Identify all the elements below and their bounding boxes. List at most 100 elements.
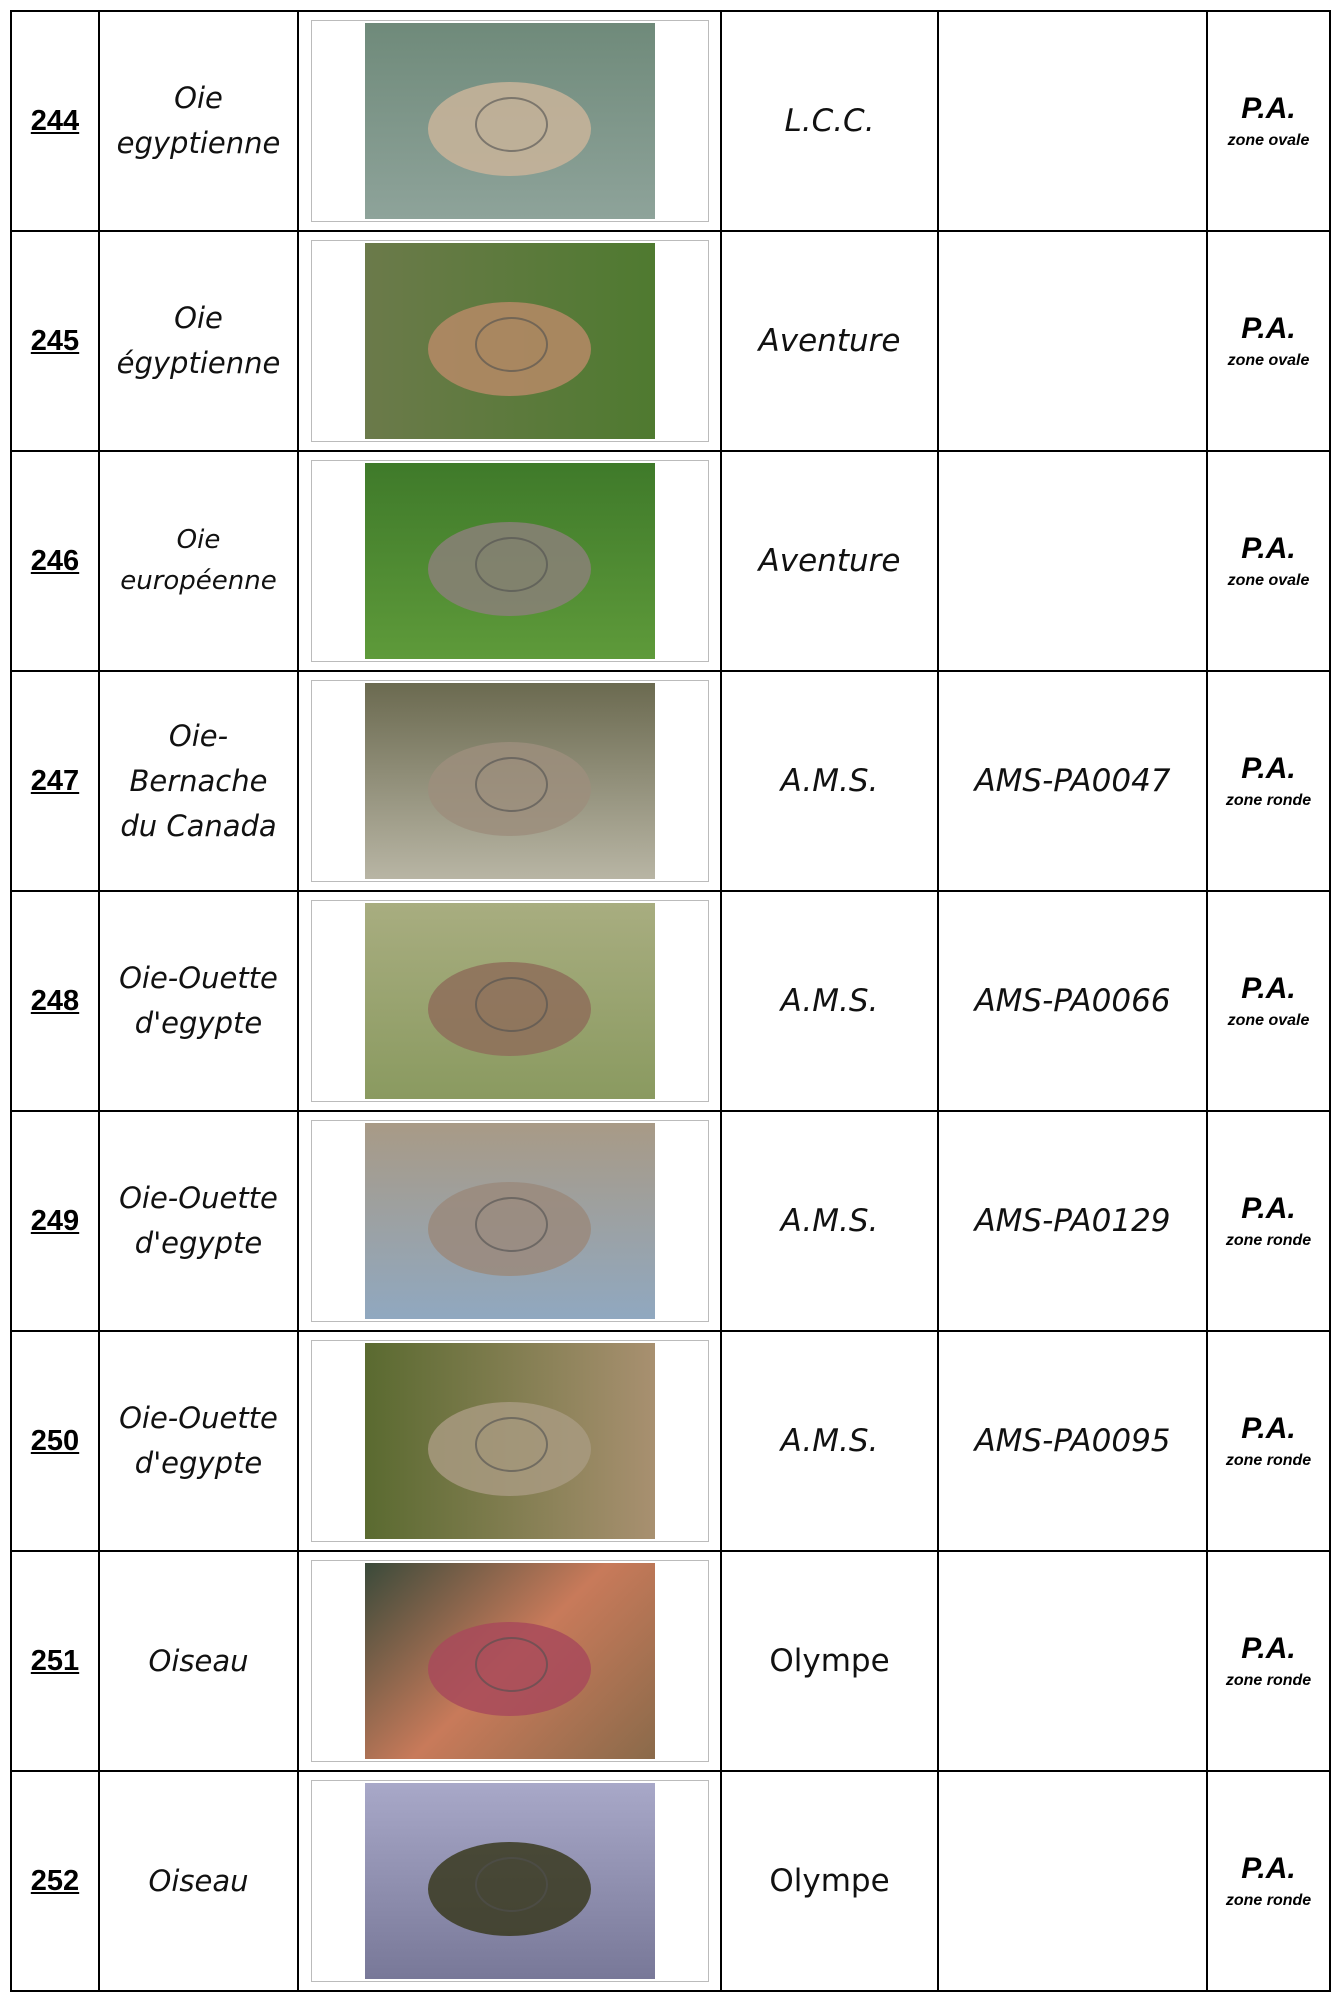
zone-type: zone ovale — [1227, 352, 1310, 369]
number-cell: 245 — [10, 230, 100, 452]
image-frame — [310, 680, 709, 882]
maker: A.M.S. — [780, 1423, 879, 1459]
name-line: egyptienne — [116, 126, 281, 160]
image-frame — [310, 900, 709, 1102]
target-photo — [364, 903, 655, 1099]
name-line: Oiseau — [148, 1643, 249, 1678]
zone-type: zone ovale — [1227, 132, 1310, 149]
target-photo — [364, 23, 655, 219]
name-cell: Oie- Bernache du Canada — [98, 670, 299, 892]
kill-zone — [474, 1857, 549, 1913]
image-frame — [310, 20, 709, 222]
maker-cell: A.M.S. — [720, 1330, 939, 1552]
kill-zone — [474, 97, 549, 153]
kill-zone — [474, 757, 549, 813]
number-cell: 247 — [10, 670, 100, 892]
maker-cell: A.M.S. — [720, 1110, 939, 1332]
maker: L.C.C. — [784, 103, 875, 139]
zone-type: zone ronde — [1225, 1232, 1312, 1249]
maker: Aventure — [758, 323, 901, 359]
name-line: Oie-Ouette — [119, 1181, 278, 1215]
target-name: Oiseau — [100, 1639, 297, 1684]
kill-zone — [474, 977, 549, 1033]
name-line: Oiseau — [148, 1863, 249, 1898]
target-number: 247 — [30, 764, 80, 797]
category-cell: P.A. zone ovale — [1206, 450, 1331, 672]
name-line: Oie-Ouette — [119, 1401, 278, 1435]
target-number: 251 — [30, 1644, 80, 1677]
target-photo — [364, 683, 655, 879]
zone-type: zone ovale — [1227, 1012, 1310, 1029]
name-line: Oie — [174, 301, 223, 335]
target-name: Oie- Bernache du Canada — [100, 714, 297, 849]
maker-cell: Aventure — [720, 230, 939, 452]
target-photo — [364, 1343, 655, 1539]
image-cell — [297, 1110, 722, 1332]
target-name: Oie-Ouette d'egypte — [100, 1396, 297, 1486]
category-cell: P.A. zone ronde — [1206, 1330, 1331, 1552]
reference: AMS-PA0095 — [974, 1423, 1171, 1459]
name-cell: Oie-Ouette d'egypte — [98, 890, 299, 1112]
ref-cell — [937, 1770, 1208, 1992]
name-line: d'egypte — [134, 1006, 263, 1040]
name-line: du Canada — [120, 808, 277, 843]
category-cell: P.A. zone ronde — [1206, 1770, 1331, 1992]
category: P.A. — [1241, 92, 1296, 125]
number-cell: 244 — [10, 10, 100, 232]
ref-cell — [937, 10, 1208, 232]
target-photo — [364, 1123, 655, 1319]
name-line: Bernache — [129, 763, 268, 798]
name-cell: Oie-Ouette d'egypte — [98, 1330, 299, 1552]
number-cell: 249 — [10, 1110, 100, 1332]
ref-cell: AMS-PA0047 — [937, 670, 1208, 892]
name-line: Oie-Ouette — [119, 961, 278, 995]
image-cell — [297, 10, 722, 232]
maker: Aventure — [758, 543, 901, 579]
image-frame — [310, 1120, 709, 1322]
target-name: Oie-Ouette d'egypte — [100, 956, 297, 1046]
category-cell: P.A. zone ovale — [1206, 890, 1331, 1112]
zone-type: zone ronde — [1225, 1452, 1312, 1469]
target-number: 246 — [30, 544, 80, 577]
name-line: égyptienne — [116, 346, 281, 380]
target-number: 245 — [30, 324, 80, 357]
maker-cell: Aventure — [720, 450, 939, 672]
image-cell — [297, 1330, 722, 1552]
category: P.A. — [1241, 1192, 1296, 1225]
target-name: Oie européenne — [100, 520, 297, 602]
category: P.A. — [1241, 312, 1296, 345]
target-number: 244 — [30, 104, 80, 137]
ref-cell — [937, 450, 1208, 672]
table-row: 248 Oie-Ouette d'egypte A.M.S. AMS-PA0066 P.A… — [10, 890, 1331, 1112]
maker-cell: A.M.S. — [720, 670, 939, 892]
category-cell: P.A. zone ronde — [1206, 1550, 1331, 1772]
name-cell: Oiseau — [98, 1770, 299, 1992]
maker-cell: Olympe — [720, 1770, 939, 1992]
kill-zone — [474, 317, 549, 373]
target-name: Oiseau — [100, 1859, 297, 1904]
kill-zone — [474, 1197, 549, 1253]
maker: Olympe — [769, 1863, 890, 1899]
zone-type: zone ronde — [1225, 1672, 1312, 1689]
name-cell: Oie égyptienne — [98, 230, 299, 452]
name-cell: Oie européenne — [98, 450, 299, 672]
reference: AMS-PA0066 — [974, 983, 1171, 1019]
kill-zone — [474, 537, 549, 593]
zone-type: zone ronde — [1225, 1892, 1312, 1909]
maker-cell: Olympe — [720, 1550, 939, 1772]
image-frame — [310, 240, 709, 442]
target-name: Oie egyptienne — [100, 76, 297, 166]
ref-cell — [937, 230, 1208, 452]
category: P.A. — [1241, 972, 1296, 1005]
category-cell: P.A. zone ronde — [1206, 670, 1331, 892]
image-frame — [310, 460, 709, 662]
number-cell: 246 — [10, 450, 100, 672]
number-cell: 248 — [10, 890, 100, 1112]
category: P.A. — [1241, 1412, 1296, 1445]
category-cell: P.A. zone ovale — [1206, 10, 1331, 232]
page: 244 Oie egyptienne L.C.C. P.A. zone ovale 245 O… — [10, 10, 1331, 1992]
maker-cell: L.C.C. — [720, 10, 939, 232]
target-number: 249 — [30, 1204, 80, 1237]
kill-zone — [474, 1417, 549, 1473]
table-row: 245 Oie égyptienne Aventure P.A. zone ovale — [10, 230, 1331, 452]
